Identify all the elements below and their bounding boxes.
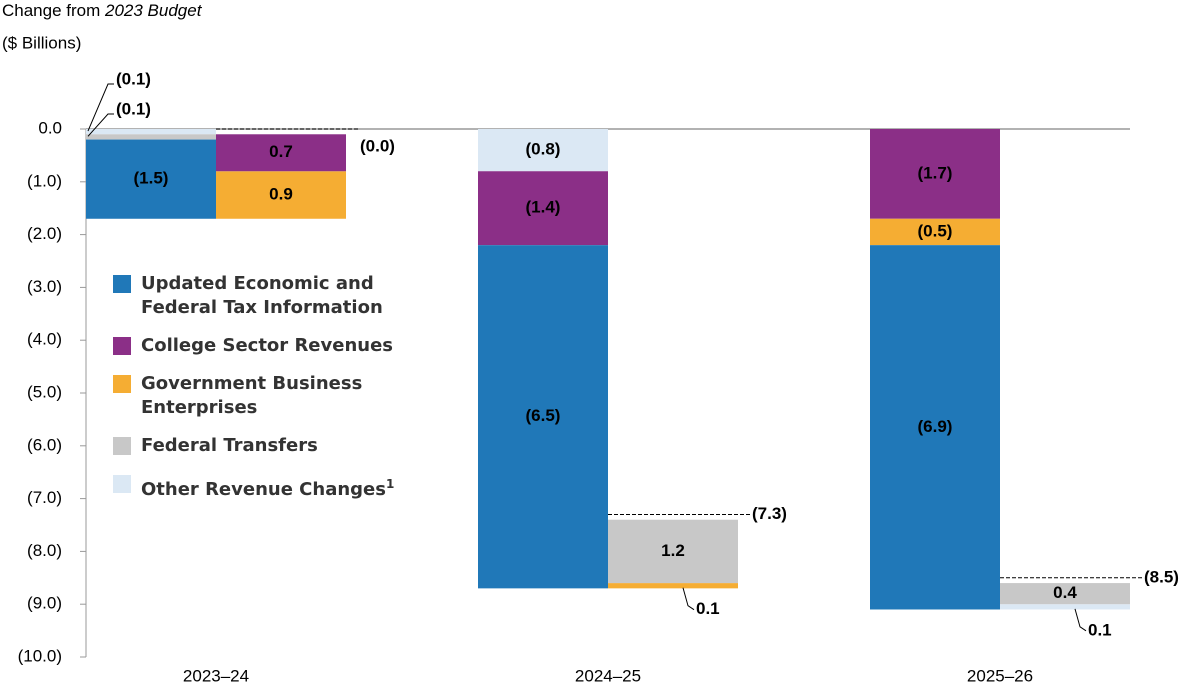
legend-item: Federal Transfers [113,434,413,458]
bar-segment [86,139,216,219]
data-label: (1.5) [134,169,169,188]
y-tick-label: (7.0) [27,488,62,507]
y-tick-label: (9.0) [27,594,62,613]
legend-item: Updated Economic and Federal Tax Informa… [113,272,413,320]
bar-segment [870,245,1000,610]
legend-label: Updated Economic and Federal Tax Informa… [141,272,413,320]
y-tick-label: 0.0 [38,118,62,137]
bar-segment [1000,604,1130,610]
data-label: (0.1) [116,99,151,118]
y-tick-label: (3.0) [27,277,62,296]
legend-label: Government Business Enterprises [141,372,413,420]
bar-segment [216,171,346,219]
data-label: (6.5) [526,406,561,425]
legend-item: College Sector Revenues [113,334,413,358]
bar-segment [86,129,216,135]
data-label: 0.1 [696,599,720,618]
legend-text: Federal Transfers [141,435,318,456]
total-label: (0.0) [360,136,395,155]
bar-segment [478,245,608,589]
axis-title-part: Change from [2,1,105,20]
axis-title: Change from 2023 Budget [2,1,203,20]
bar-segment [870,218,1000,246]
y-tick-label: (5.0) [27,382,62,401]
legend-item: Government Business Enterprises [113,372,413,420]
leader-line [87,113,114,137]
data-label: (0.1) [116,69,151,88]
y-tick-label: (6.0) [27,435,62,454]
y-tick-label: (4.0) [27,330,62,349]
y-tick-label: (1.0) [27,171,62,190]
footnote-marker: 1 [385,477,395,491]
x-tick-label: 2023–24 [183,666,249,685]
legend: Updated Economic and Federal Tax Informa… [113,272,413,516]
bar-segment [608,519,738,584]
data-label: (6.9) [918,417,953,436]
total-label: (7.3) [752,504,787,523]
bar-segment [870,129,1000,219]
y-tick-label: (2.0) [27,224,62,243]
data-label: (1.7) [918,163,953,182]
legend-text: College Sector Revenues [141,335,393,356]
data-label: 1.2 [661,541,685,560]
y-tick-label: (10.0) [18,646,62,665]
legend-text: Updated Economic and Federal Tax Informa… [141,273,383,318]
data-label: (1.4) [526,198,561,217]
bar-segment [1000,583,1130,605]
axis-unit: ($ Billions) [2,33,81,52]
data-label: 0.1 [1088,620,1112,639]
data-label: 0.4 [1053,583,1077,602]
bar-segment [86,134,216,140]
data-label: (0.8) [526,140,561,159]
legend-swatch [113,437,131,455]
legend-label: College Sector Revenues [141,334,393,358]
y-tick-label: (8.0) [27,541,62,560]
legend-swatch [113,337,131,355]
data-label: 0.7 [269,142,293,161]
bar-segment [478,171,608,246]
leader-line [682,587,695,611]
legend-item: Other Revenue Changes1 [113,472,413,502]
data-label: (0.5) [918,221,953,240]
bar-segment [478,129,608,172]
legend-swatch [113,475,131,493]
x-tick-label: 2025–26 [967,666,1033,685]
legend-swatch [113,375,131,393]
legend-swatch [113,275,131,293]
leader-line [87,83,114,132]
leader-line [1074,608,1087,632]
bar-segment [216,134,346,172]
legend-label: Federal Transfers [141,434,318,458]
bar-segment [608,583,738,589]
x-tick-label: 2024–25 [575,666,641,685]
axis-title-part: 2023 Budget [104,1,203,20]
legend-text: Government Business Enterprises [141,373,363,418]
total-label: (8.5) [1144,567,1179,586]
data-label: 0.9 [269,184,293,203]
legend-text: Other Revenue Changes [141,479,386,500]
legend-label: Other Revenue Changes1 [141,472,394,502]
